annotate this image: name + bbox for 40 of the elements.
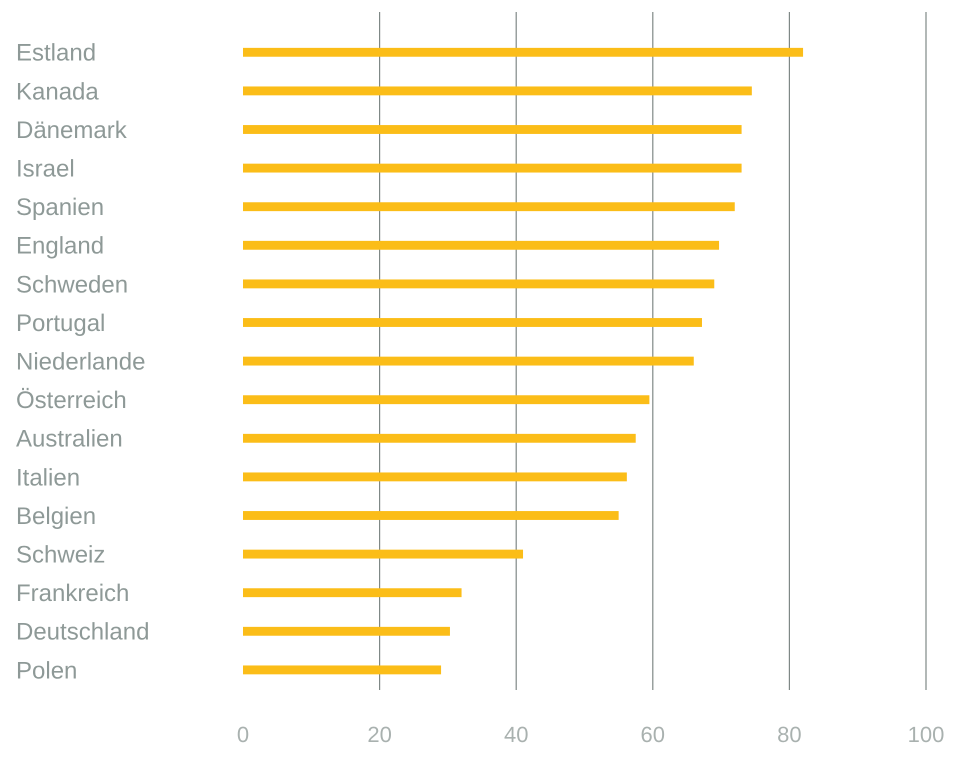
bar xyxy=(243,626,450,636)
y-tick-label: England xyxy=(16,232,104,260)
x-tick-label: 80 xyxy=(777,722,802,747)
y-tick-label: Deutschland xyxy=(16,618,150,646)
y-tick-label: Estland xyxy=(16,40,96,67)
y-tick-label: Kanada xyxy=(16,78,100,106)
y-tick-label: Belgien xyxy=(16,502,96,530)
y-tick-label: Frankreich xyxy=(16,580,130,608)
y-tick-label: Israel xyxy=(16,156,75,182)
y-tick-label: Australien xyxy=(16,426,123,453)
bar xyxy=(243,434,636,443)
y-tick-label: Portugal xyxy=(16,310,106,337)
bar xyxy=(243,356,694,366)
bar xyxy=(243,164,742,173)
bar xyxy=(243,202,735,212)
x-tick-label: 60 xyxy=(640,722,666,747)
bar xyxy=(243,279,714,288)
bar xyxy=(243,48,804,57)
x-tick-label: 40 xyxy=(504,722,528,747)
bar xyxy=(243,395,650,404)
y-tick-label: Niederlande xyxy=(16,348,146,376)
y-tick-label: Spanien xyxy=(16,194,104,222)
bar xyxy=(243,240,720,250)
bar xyxy=(243,472,627,482)
y-tick-label: Polen xyxy=(16,657,78,684)
x-tick-label: 100 xyxy=(908,722,944,747)
y-tick-label: Schweden xyxy=(16,271,128,298)
bar xyxy=(243,318,702,327)
x-tick-label: 20 xyxy=(367,722,392,747)
x-tick-label: 0 xyxy=(236,722,250,747)
y-tick-label: Österreich xyxy=(16,387,127,414)
bar xyxy=(243,588,462,598)
bar xyxy=(243,665,442,674)
bar xyxy=(243,125,742,134)
y-tick-label: Schweiz xyxy=(16,542,106,568)
bar xyxy=(243,511,619,520)
y-tick-label: Dänemark xyxy=(16,116,128,144)
y-tick-label: Italien xyxy=(16,464,80,492)
bar xyxy=(243,550,524,559)
bar xyxy=(243,86,752,96)
